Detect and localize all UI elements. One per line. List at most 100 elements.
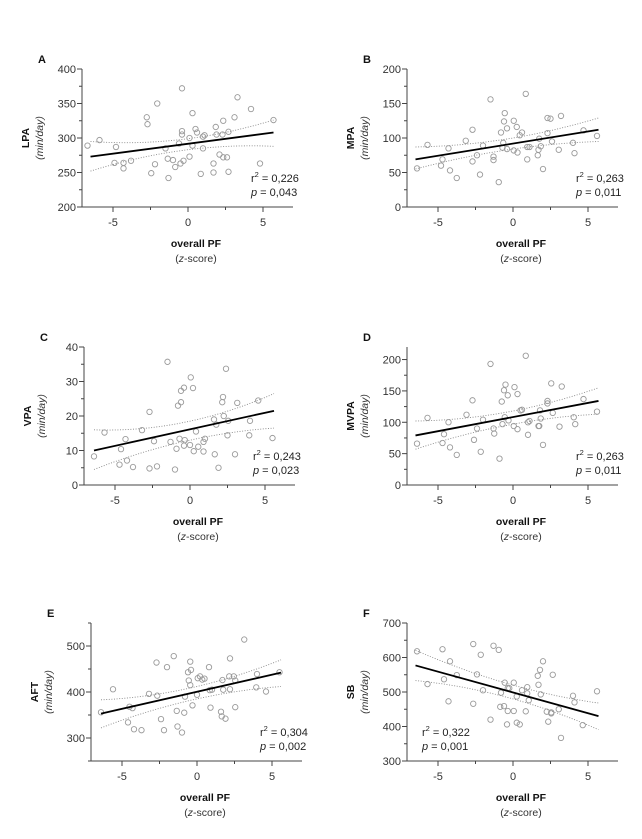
data-point — [557, 112, 565, 120]
data-point — [210, 416, 218, 423]
p-value-label: p = 0,011 — [575, 187, 621, 199]
data-point — [111, 159, 118, 166]
data-point — [424, 414, 431, 422]
y-tick-label: 400 — [58, 64, 76, 76]
data-point — [498, 398, 505, 405]
y-axis-unit: (min/day) — [359, 670, 371, 714]
y-tick-label: 30 — [66, 377, 78, 389]
y-axis-unit: (min/day) — [36, 394, 48, 438]
data-point — [413, 165, 421, 172]
data-point — [569, 139, 577, 146]
data-point — [231, 114, 238, 121]
data-point — [226, 655, 234, 662]
data-point — [190, 448, 197, 455]
r-symbol: r — [576, 451, 580, 463]
data-point — [145, 690, 153, 697]
data-point — [120, 159, 127, 166]
data-point — [536, 666, 544, 674]
data-point — [171, 466, 179, 473]
panel-b: B 0 50 100 150 200 -5 0 5 MPA (min/day) overall PF (… — [345, 54, 624, 265]
regression-line — [100, 671, 282, 715]
data-point — [524, 419, 532, 426]
data-point — [219, 393, 227, 401]
data-point — [500, 387, 508, 394]
y-tick-label: 700 — [383, 618, 401, 630]
data-point — [557, 734, 565, 742]
regression-line — [93, 409, 275, 452]
x-tick-label: 0 — [510, 217, 516, 229]
data-point — [223, 154, 231, 161]
data-point — [256, 160, 264, 167]
data-point — [262, 688, 270, 695]
data-point — [439, 439, 446, 447]
data-point — [146, 465, 153, 472]
panel-letter: C — [40, 332, 48, 344]
data-point — [84, 142, 91, 149]
data-point — [539, 441, 547, 449]
r-symbol: r — [422, 727, 426, 739]
data-point — [501, 679, 508, 686]
data-point — [500, 702, 508, 710]
r-squared-value: 0,226 — [271, 173, 299, 185]
data-point — [503, 721, 511, 728]
x-sublabel-open: ( — [175, 253, 179, 265]
r-squared-label: r2 = 0,263 — [576, 170, 624, 185]
data-point — [216, 151, 223, 158]
y-tick-label: 300 — [67, 733, 85, 745]
r-superscript: 2 — [257, 448, 261, 457]
y-tick-label: 0 — [72, 480, 78, 492]
data-point — [211, 451, 218, 458]
x-sublabel-rest: -score) — [509, 531, 542, 543]
data-point — [522, 708, 529, 715]
y-tick-label: 100 — [383, 417, 401, 429]
data-point — [537, 415, 544, 422]
data-point — [445, 419, 452, 426]
data-point — [186, 134, 193, 142]
p-value: 0,043 — [270, 187, 298, 199]
p-symbol: p — [259, 741, 266, 753]
x-sublabel-open: ( — [184, 807, 188, 819]
data-point — [445, 145, 452, 152]
data-point — [192, 428, 200, 435]
r-squared-label: r2 = 0,304 — [260, 724, 308, 739]
data-point — [181, 437, 188, 444]
y-tick-label: 0 — [395, 202, 401, 214]
data-point — [545, 718, 552, 725]
panel-c: C 0 10 20 30 40 -5 0 5 VPA (min/day) overall PF (z-s… — [22, 332, 301, 543]
data-point — [502, 381, 509, 388]
data-point — [534, 152, 541, 159]
x-sublabel-rest: -score) — [184, 253, 217, 265]
x-tick-label: 5 — [585, 495, 591, 507]
data-point — [200, 448, 207, 455]
data-point — [477, 448, 484, 455]
data-point — [164, 155, 171, 162]
data-point — [510, 422, 517, 430]
x-sublabel-open: ( — [177, 531, 181, 543]
y-tick-label: 50 — [389, 449, 401, 461]
data-point — [197, 170, 204, 178]
data-point — [234, 94, 241, 101]
y-tick-label: 300 — [383, 756, 401, 768]
y-tick-label: 10 — [66, 446, 78, 458]
data-point — [490, 153, 497, 160]
y-tick-label: 50 — [389, 168, 401, 180]
data-point — [544, 400, 551, 407]
equals: = — [584, 173, 597, 185]
data-point — [222, 365, 230, 372]
data-point — [230, 673, 237, 680]
data-point — [593, 688, 601, 695]
panel-letter: D — [363, 332, 371, 344]
data-point — [571, 150, 578, 157]
x-tick-label: 0 — [194, 771, 200, 783]
data-point — [440, 676, 448, 683]
data-point — [178, 127, 186, 135]
y-tick-label: 100 — [383, 133, 401, 145]
data-point — [276, 669, 283, 676]
panel-f: F 300 400 500 600 700 -5 0 5 SB (min/day) overall P… — [345, 608, 618, 819]
data-point — [212, 123, 219, 131]
r-squared-value: 0,263 — [596, 451, 624, 463]
data-point — [112, 143, 120, 151]
data-point — [146, 408, 153, 416]
data-point — [138, 727, 145, 734]
data-point — [499, 421, 506, 428]
